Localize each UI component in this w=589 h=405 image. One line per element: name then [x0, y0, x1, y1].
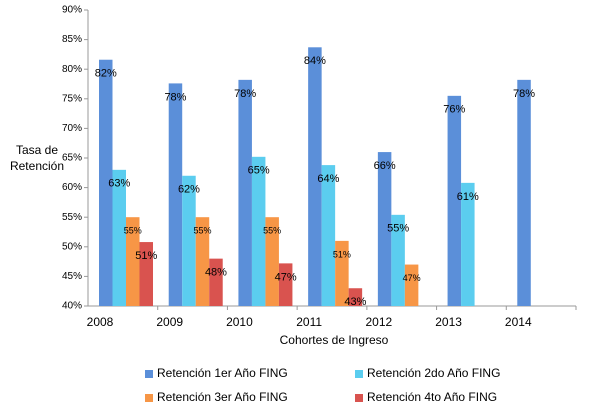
x-tick-label: 2014 [505, 315, 532, 329]
value-label: 82% [95, 68, 117, 80]
value-label: 63% [108, 178, 130, 190]
bar [265, 217, 279, 306]
y-tick-label: 50% [62, 241, 82, 252]
value-label: 65% [248, 165, 270, 177]
x-tick-label: 2010 [226, 315, 253, 329]
legend-swatch [145, 370, 153, 378]
value-label: 55% [387, 223, 409, 235]
bar [278, 263, 293, 306]
bar [348, 288, 363, 306]
legend-label: Retención 3er Año FING [157, 390, 288, 404]
y-tick-label: 55% [62, 212, 82, 223]
value-label: 61% [457, 191, 479, 203]
y-tick-label: 90% [62, 5, 82, 16]
value-label: 47% [275, 271, 297, 283]
value-label: 51% [333, 249, 351, 259]
value-label: 47% [403, 273, 421, 283]
bar [195, 217, 210, 306]
bar [209, 258, 223, 306]
y-tick-label: 80% [62, 64, 82, 75]
value-label: 55% [193, 226, 211, 236]
bar [308, 47, 322, 307]
y-tick-label: 70% [62, 123, 82, 134]
value-label: 84% [304, 55, 326, 67]
value-label: 78% [513, 88, 535, 100]
value-label: 48% [205, 267, 227, 279]
y-tick-label: 75% [62, 93, 82, 104]
value-label: 55% [124, 226, 142, 236]
bar [112, 169, 126, 306]
bar [461, 182, 475, 306]
bar [251, 156, 266, 306]
y-tick-label: 85% [62, 34, 82, 45]
value-label: 66% [374, 160, 396, 172]
y-tick-label: 60% [62, 182, 82, 193]
y-tick-label: 40% [62, 301, 82, 312]
x-axis-label: Cohortes de Ingreso [280, 333, 389, 347]
bar [321, 165, 336, 306]
y-tick-label: 45% [62, 271, 82, 282]
legend-swatch [355, 370, 363, 378]
y-axis-label: Tasa de Retención [9, 143, 65, 173]
x-tick-label: 2008 [87, 315, 114, 329]
legend-label: Retención 2do Año FING [367, 366, 500, 380]
bar [126, 217, 140, 306]
bar [99, 59, 113, 307]
value-label: 43% [344, 296, 366, 308]
value-label: 78% [234, 88, 256, 100]
y-tick-label: 65% [62, 153, 82, 164]
legend-label: Retención 1er Año FING [157, 366, 288, 380]
bar [139, 242, 153, 306]
legend-swatch [355, 394, 363, 402]
value-label: 62% [178, 184, 200, 196]
legend-label: Retención 4to Año FING [367, 390, 497, 404]
value-label: 55% [263, 226, 281, 236]
bar [168, 83, 183, 307]
bar [182, 175, 196, 306]
bar [404, 264, 419, 306]
x-tick-label: 2012 [366, 315, 393, 329]
bar [517, 79, 531, 306]
value-label: 78% [164, 91, 186, 103]
x-tick-label: 2011 [296, 315, 322, 329]
bar [391, 214, 405, 306]
value-label: 64% [317, 173, 339, 185]
value-label: 76% [443, 104, 465, 116]
bar [377, 152, 392, 306]
bar [335, 240, 349, 306]
bar [447, 95, 462, 306]
x-tick-label: 2013 [435, 315, 462, 329]
x-tick-label: 2009 [156, 315, 183, 329]
bar [238, 79, 252, 306]
value-label: 51% [135, 250, 157, 262]
legend-swatch [145, 394, 153, 402]
